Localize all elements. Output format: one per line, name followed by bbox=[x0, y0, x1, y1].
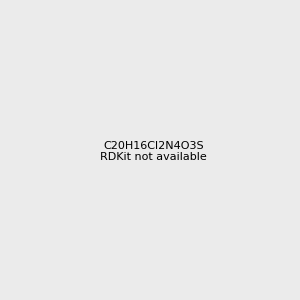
Text: C20H16Cl2N4O3S
RDKit not available: C20H16Cl2N4O3S RDKit not available bbox=[100, 141, 207, 162]
